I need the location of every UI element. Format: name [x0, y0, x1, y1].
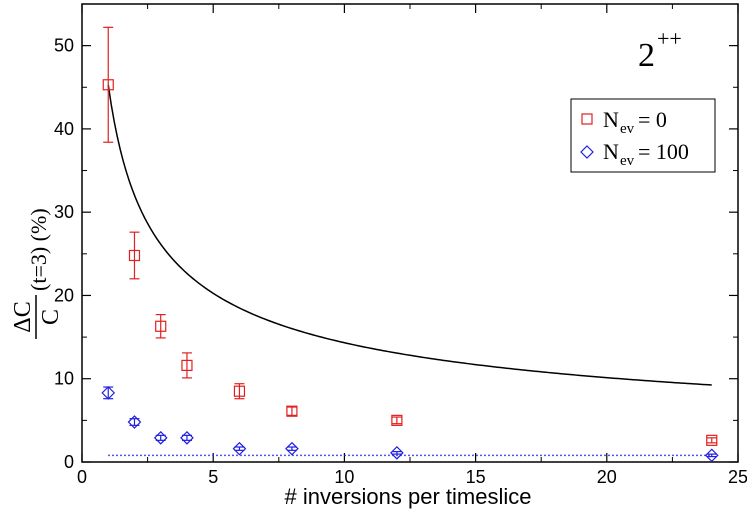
legend-label-nev100-main: N: [603, 139, 619, 164]
data-point-nev0: [233, 385, 246, 397]
legend-marker-nev0: [581, 113, 593, 125]
x-tick-label: 0: [77, 467, 87, 487]
data-point-nev100: [101, 386, 116, 400]
data-point-nev100: [704, 448, 719, 463]
data-point-nev100: [127, 415, 142, 429]
data-point-nev100: [180, 431, 194, 445]
data-point-nev0: [391, 414, 403, 426]
reference-curve: [107, 84, 712, 386]
data-point-nev0: [181, 359, 193, 372]
x-tick-label: 20: [597, 467, 617, 487]
data-point-nev100: [232, 441, 247, 456]
legend-label-nev100-rest: = 100: [638, 139, 689, 164]
annotation-base: 2: [638, 37, 655, 74]
data-point-nev100: [390, 445, 404, 460]
y-tick-label: 50: [54, 36, 74, 56]
legend-label-nev100-sub: ev: [620, 153, 635, 169]
data-point-nev0: [706, 434, 718, 446]
x-tick-label: 25: [728, 467, 747, 487]
x-tick-label: 15: [466, 467, 486, 487]
legend-box: [570, 98, 716, 173]
x-tick-label: 10: [334, 467, 354, 487]
y-tick-label: 40: [54, 119, 74, 139]
y-tick-label: 30: [54, 202, 74, 222]
legend-label-nev0-main: N: [603, 107, 619, 132]
axis-ticks: 0 5 10 15 20 25 0 10 20 30 40 50: [54, 4, 747, 487]
y-label-numerator: ΔC: [10, 301, 36, 332]
y-label-suffix: (t=3) (%): [26, 208, 51, 291]
y-tick-label: 10: [54, 369, 74, 389]
data-point-nev100: [153, 431, 168, 445]
x-tick-label: 5: [208, 467, 218, 487]
legend: N ev = 0 N ev = 100: [570, 98, 716, 173]
series-nev0: [102, 26, 718, 446]
data-point-nev0: [102, 79, 114, 91]
legend-label-nev0-sub: ev: [620, 121, 635, 137]
series-layer: [101, 26, 719, 463]
series-nev100: [101, 386, 719, 463]
x-axis-label: # inversions per timeslice: [285, 484, 532, 509]
y-tick-label: 20: [54, 285, 74, 305]
data-point-nev0: [286, 405, 298, 417]
legend-marker-nev100: [580, 145, 594, 159]
y-tick-label: 0: [64, 452, 74, 472]
reference-curve-layer: [107, 84, 712, 386]
annotation-superscript: ++: [657, 26, 682, 51]
y-axis-label: ΔC C (t=3) (%): [10, 208, 64, 339]
data-point-nev0: [155, 320, 167, 332]
annotation-label: 2 ++: [638, 26, 682, 74]
data-point-nev0: [128, 249, 141, 262]
legend-label-nev0-rest: = 0: [638, 107, 667, 132]
y-label-denominator: C: [38, 309, 64, 325]
data-point-nev100: [285, 441, 299, 456]
